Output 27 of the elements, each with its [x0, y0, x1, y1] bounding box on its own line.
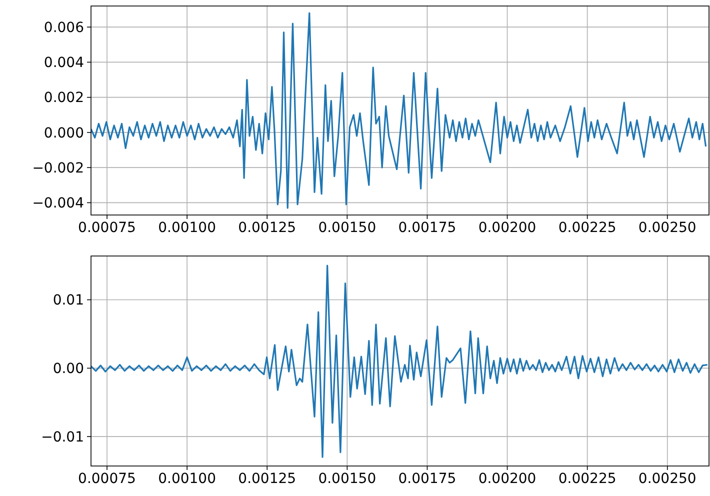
y-tick-label: 0.006	[44, 20, 84, 36]
x-tick-label: 0.00225	[558, 220, 616, 236]
x-tick-label: 0.00125	[238, 220, 296, 236]
x-tick-label: 0.00175	[398, 220, 456, 236]
y-tick-label: 0.004	[44, 55, 84, 72]
x-tick-label: 0.00175	[398, 471, 456, 487]
x-tick-label: 0.00150	[318, 220, 376, 236]
y-tick-label: −0.01	[41, 429, 84, 446]
y-tick-label: 0.000	[44, 125, 84, 142]
y-tick-label: −0.002	[32, 160, 84, 176]
x-tick-label: 0.00125	[238, 471, 296, 487]
x-tick-label: 0.00100	[158, 220, 216, 236]
y-tick-label: −0.004	[32, 196, 84, 212]
line-series	[91, 264, 708, 458]
x-tick-label: 0.00250	[638, 220, 696, 236]
y-tick-label: 0.01	[52, 292, 84, 309]
x-tick-label: 0.00075	[78, 220, 136, 236]
x-tick-label: 0.00200	[478, 220, 536, 236]
y-tick-label: 0.002	[44, 90, 84, 106]
x-tick-label: 0.00200	[478, 471, 536, 487]
y-tick-label: 0.00	[52, 361, 84, 378]
x-tick-label: 0.00225	[558, 471, 616, 487]
x-tick-label: 0.00075	[78, 471, 136, 487]
x-tick-label: 0.00150	[318, 471, 376, 487]
x-tick-label: 0.00100	[158, 471, 216, 487]
line-series	[91, 12, 707, 209]
x-tick-label: 0.00250	[638, 471, 696, 487]
